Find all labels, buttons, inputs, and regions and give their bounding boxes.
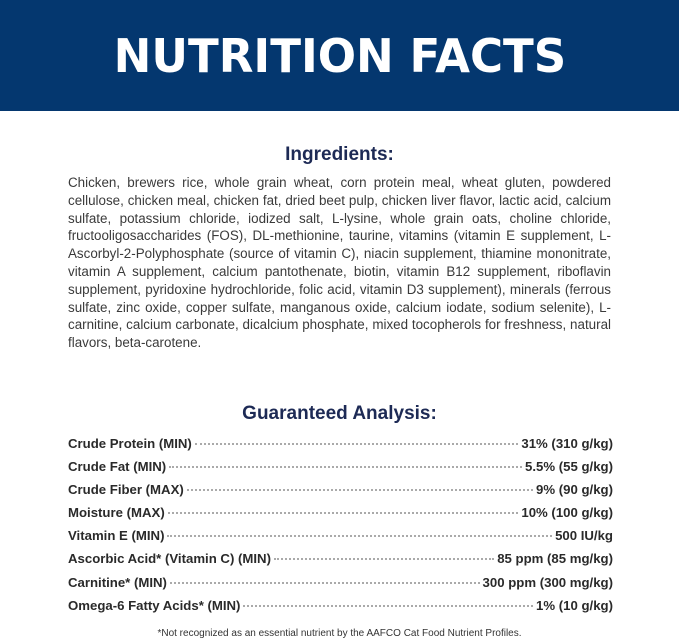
nutrient-value: 9% (90 g/kg) xyxy=(536,482,613,498)
dot-leader xyxy=(169,466,523,469)
dot-leader xyxy=(167,535,553,538)
dot-leader xyxy=(186,489,534,492)
analysis-row: Omega-6 Fatty Acids* (MIN) 1% (10 g/kg) xyxy=(68,598,613,621)
analysis-heading: Guaranteed Analysis: xyxy=(242,403,437,424)
analysis-row: Carnitine* (MIN) 300 ppm (300 mg/kg) xyxy=(68,575,613,598)
dot-leader xyxy=(273,558,495,561)
analysis-table: Crude Protein (MIN) 31% (310 g/kg) Crude … xyxy=(68,436,613,621)
nutrient-value: 85 ppm (85 mg/kg) xyxy=(497,551,613,567)
analysis-row: Ascorbic Acid* (Vitamin C) (MIN) 85 ppm (… xyxy=(68,551,613,574)
nutrient-value: 10% (100 g/kg) xyxy=(521,505,613,521)
analysis-row: Vitamin E (MIN) 500 IU/kg xyxy=(68,528,613,551)
nutrient-value: 31% (310 g/kg) xyxy=(521,436,613,451)
nutrient-label: Crude Protein (MIN) xyxy=(68,436,192,451)
analysis-row: Moisture (MAX) 10% (100 g/kg) xyxy=(68,505,613,528)
page-title: NUTRITION FACTS xyxy=(113,28,566,83)
ingredients-heading: Ingredients: xyxy=(285,144,394,165)
header-banner: NUTRITION FACTS xyxy=(0,0,679,111)
nutrient-label: Ascorbic Acid* (Vitamin C) (MIN) xyxy=(68,551,271,567)
nutrient-value: 5.5% (55 g/kg) xyxy=(525,459,613,475)
ingredients-text: Chicken, brewers rice, whole grain wheat… xyxy=(68,175,611,351)
analysis-row: Crude Fat (MIN) 5.5% (55 g/kg) xyxy=(68,459,613,482)
nutrient-value: 1% (10 g/kg) xyxy=(536,597,613,613)
nutrient-label: Crude Fiber (MAX) xyxy=(68,482,184,498)
nutrient-label: Crude Fat (MIN) xyxy=(68,459,167,475)
footnote: *Not recognized as an essential nutrient… xyxy=(157,628,522,639)
nutrient-label: Moisture (MAX) xyxy=(68,505,165,521)
analysis-row: Crude Fiber (MAX) 9% (90 g/kg) xyxy=(68,482,613,505)
nutrient-value: 500 IU/kg xyxy=(555,528,613,544)
dot-leader xyxy=(194,443,519,445)
analysis-row: Crude Protein (MIN) 31% (310 g/kg) xyxy=(68,436,613,459)
nutrient-label: Carnitine* (MIN) xyxy=(68,574,167,590)
dot-leader xyxy=(243,604,534,607)
nutrient-label: Vitamin E (MIN) xyxy=(68,528,165,544)
dot-leader xyxy=(167,512,519,515)
nutrient-label: Omega-6 Fatty Acids* (MIN) xyxy=(68,597,241,613)
dot-leader xyxy=(169,581,480,584)
nutrient-value: 300 ppm (300 mg/kg) xyxy=(482,574,613,590)
